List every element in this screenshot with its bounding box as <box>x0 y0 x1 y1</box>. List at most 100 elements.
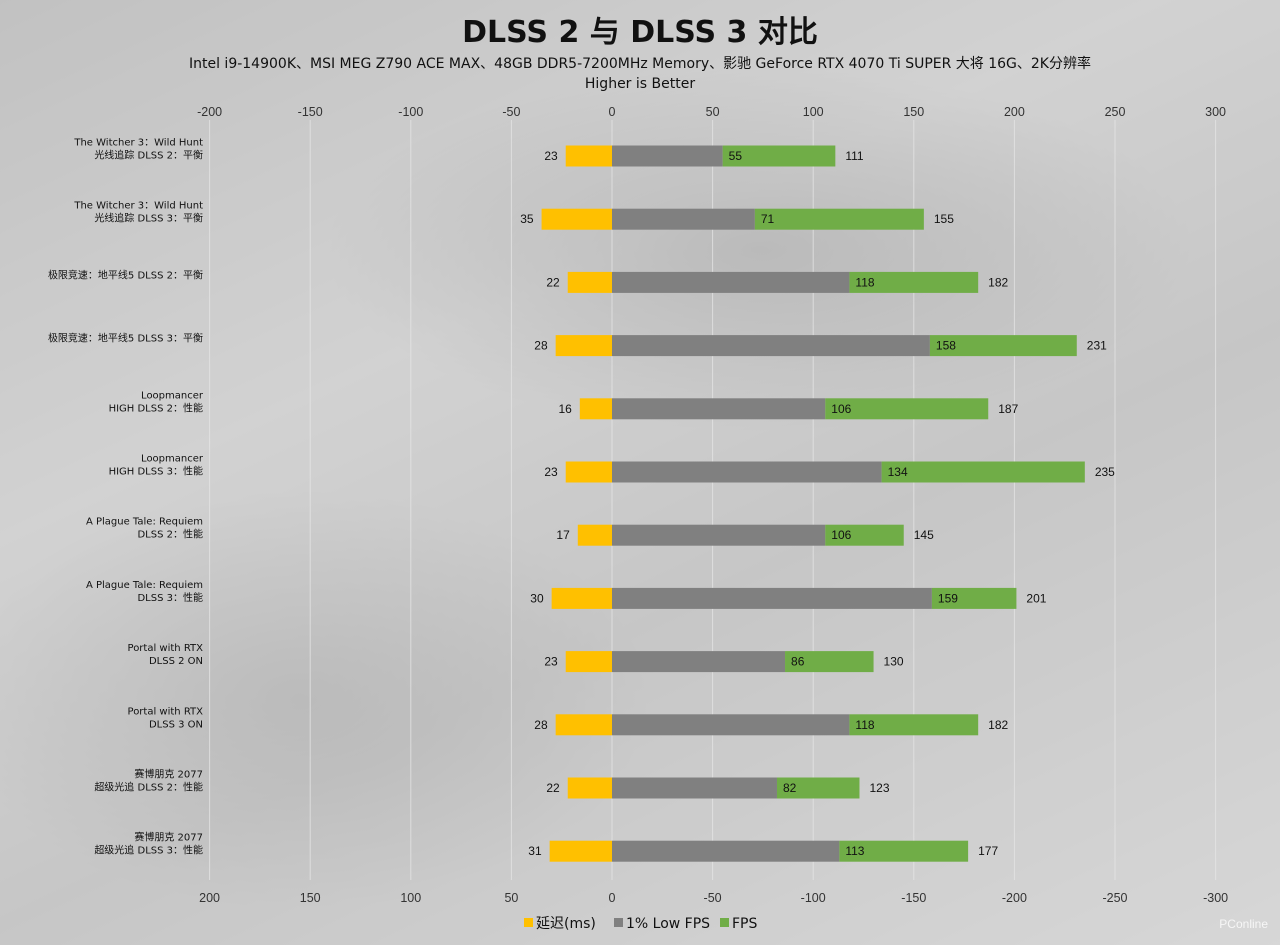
bottom-tick-label: -250 <box>1102 891 1127 905</box>
low-fps-value-label: 106 <box>831 402 851 416</box>
top-tick-label: -50 <box>502 105 520 119</box>
top-tick-label: 0 <box>609 105 616 119</box>
low-fps-bar <box>612 145 723 167</box>
low-fps-bar <box>612 840 840 862</box>
fps-value-label: 235 <box>1095 465 1115 479</box>
low-fps-value-label: 158 <box>936 339 956 353</box>
fps-value-label: 177 <box>978 844 998 858</box>
latency-value-label: 22 <box>546 275 560 289</box>
category-label: DLSS 2：性能 <box>137 528 203 541</box>
category-label: The Witcher 3：Wild Hunt <box>73 138 203 149</box>
fps-bar <box>776 777 860 799</box>
low-fps-value-label: 86 <box>791 655 805 669</box>
category-label: Portal with RTX <box>128 706 204 717</box>
category-label: HIGH DLSS 2：性能 <box>109 401 203 414</box>
latency-value-label: 17 <box>556 528 570 542</box>
low-fps-bar <box>612 587 932 609</box>
latency-value-label: 23 <box>544 465 558 479</box>
fps-bar <box>931 587 1017 609</box>
latency-bar <box>551 587 612 609</box>
fps-value-label: 231 <box>1087 339 1107 353</box>
fps-value-label: 130 <box>884 655 904 669</box>
category-label: 极限竞速：地平线5 DLSS 3：平衡 <box>48 332 203 345</box>
fps-bar <box>849 271 979 293</box>
legend-swatch <box>720 918 729 927</box>
low-fps-bar <box>612 335 930 357</box>
bottom-tick-label: -300 <box>1203 891 1228 905</box>
low-fps-bar <box>612 524 826 546</box>
category-label: Loopmancer <box>141 454 204 465</box>
low-fps-bar <box>612 777 777 799</box>
fps-bar <box>825 524 904 546</box>
category-label: 赛博朋克 2077 <box>134 831 203 844</box>
low-fps-bar <box>612 461 882 483</box>
chart-title: DLSS 2 与 DLSS 3 对比 <box>462 15 818 50</box>
data-labels: 23 55 111 35 71 155 22 118 182 28 158 231 16 106 187 23… <box>520 149 1115 858</box>
bottom-tick-label: -100 <box>801 891 826 905</box>
fps-value-label: 111 <box>845 149 864 163</box>
latency-bar <box>541 208 612 230</box>
category-label: 超级光追 DLSS 2：性能 <box>94 781 203 794</box>
fps-bar <box>839 840 969 862</box>
legend-swatch <box>614 918 623 927</box>
category-label: DLSS 3：性能 <box>137 591 203 604</box>
top-tick-label: 50 <box>706 105 720 119</box>
top-tick-label: 200 <box>1004 105 1025 119</box>
low-fps-value-label: 113 <box>845 844 864 858</box>
latency-value-label: 16 <box>558 402 572 416</box>
low-fps-value-label: 118 <box>855 275 874 289</box>
fps-bar <box>825 398 989 420</box>
category-label: A Plague Tale: Requiem <box>86 580 203 591</box>
category-label: 光线追踪 DLSS 3：平衡 <box>94 212 203 225</box>
legend-swatch <box>524 918 533 927</box>
gridlines <box>209 120 1217 880</box>
top-tick-label: -150 <box>298 105 323 119</box>
category-label: Loopmancer <box>141 390 204 401</box>
top-tick-label: 300 <box>1205 105 1226 119</box>
low-fps-bar <box>612 651 786 673</box>
low-fps-value-label: 134 <box>888 465 908 479</box>
bars <box>541 145 1085 862</box>
fps-bar <box>754 208 924 230</box>
bottom-tick-label: 200 <box>199 891 220 905</box>
latency-value-label: 23 <box>544 655 558 669</box>
fps-bar <box>849 714 979 736</box>
category-label: 光线追踪 DLSS 2：平衡 <box>94 149 203 162</box>
category-label: 超级光追 DLSS 3：性能 <box>94 844 203 857</box>
top-tick-label: -100 <box>398 105 423 119</box>
latency-value-label: 35 <box>520 212 534 226</box>
low-fps-bar <box>612 208 755 230</box>
low-fps-value-label: 55 <box>729 149 743 163</box>
watermark: PConline <box>1219 917 1268 931</box>
category-label: DLSS 3 ON <box>149 719 203 730</box>
top-tick-label: 250 <box>1105 105 1126 119</box>
legend-label: FPS <box>732 916 757 932</box>
low-fps-value-label: 159 <box>938 591 958 605</box>
top-tick-label: 100 <box>803 105 824 119</box>
bottom-axis-ticks: 200 150 100 50 0 -50 -100 -150 -200 -250 -300 <box>199 891 1228 905</box>
latency-value-label: 22 <box>546 781 560 795</box>
category-label: DLSS 2 ON <box>149 656 203 667</box>
latency-bar <box>555 714 612 736</box>
category-label: 极限竞速：地平线5 DLSS 2：平衡 <box>48 268 203 281</box>
low-fps-value-label: 106 <box>831 528 851 542</box>
latency-bar <box>577 524 612 546</box>
bottom-tick-label: -150 <box>901 891 926 905</box>
bottom-tick-label: 100 <box>400 891 421 905</box>
category-label: The Witcher 3：Wild Hunt <box>73 201 203 212</box>
latency-value-label: 28 <box>534 718 548 732</box>
bottom-tick-label: -50 <box>704 891 722 905</box>
chart-subtitle-higher-better: Higher is Better <box>585 76 695 92</box>
low-fps-bar <box>612 271 850 293</box>
latency-bar <box>549 840 612 862</box>
category-label: 赛博朋克 2077 <box>134 768 203 781</box>
low-fps-bar <box>612 398 826 420</box>
category-label: A Plague Tale: Requiem <box>86 517 203 528</box>
top-tick-label: -200 <box>197 105 222 119</box>
latency-bar <box>555 335 612 357</box>
fps-bar <box>722 145 836 167</box>
latency-bar <box>565 145 612 167</box>
fps-value-label: 182 <box>988 275 1008 289</box>
